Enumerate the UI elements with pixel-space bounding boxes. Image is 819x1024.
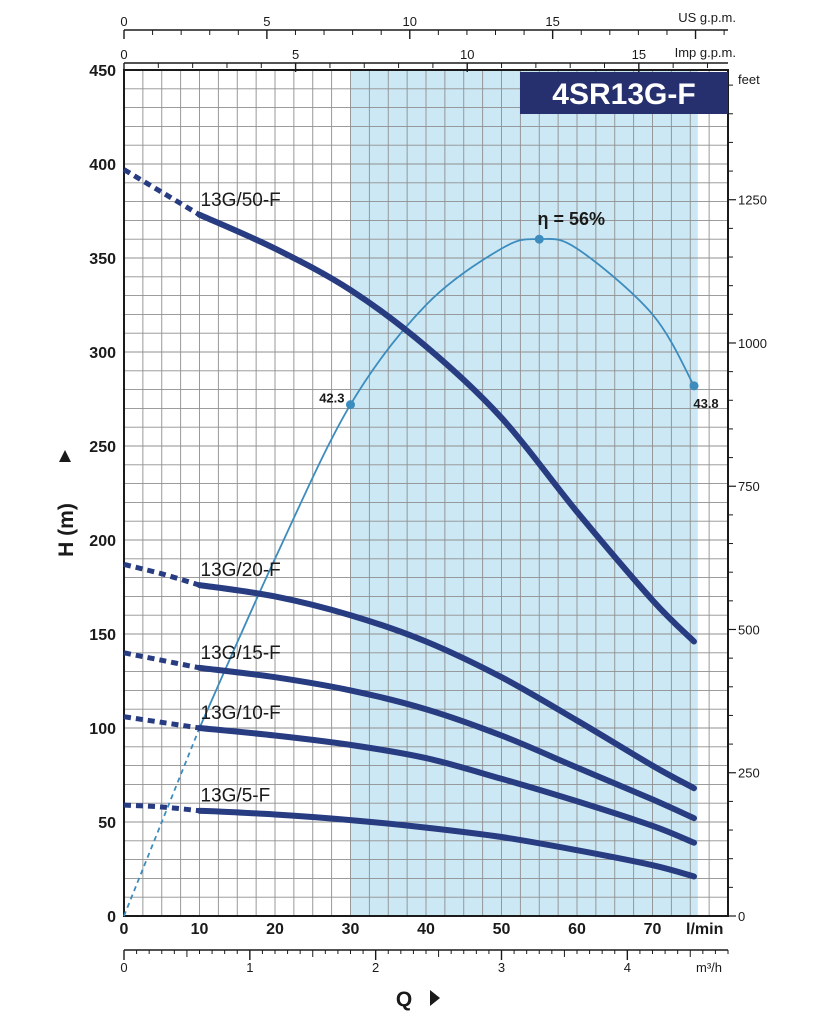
x-axis-title: Q [396, 988, 412, 1011]
imp-gpm-tick-label: 15 [632, 47, 646, 62]
efficiency-point [689, 381, 699, 391]
range-fill [350, 70, 698, 916]
y-tick-label: 50 [98, 815, 116, 832]
feet-tick-label: 1000 [738, 336, 767, 351]
series-dashed-line [123, 802, 200, 814]
series-label: 13G/20-F [201, 560, 281, 581]
y-tick-label: 300 [89, 345, 116, 362]
series-line [196, 211, 697, 645]
us-gpm-tick-label: 15 [545, 14, 559, 29]
y-tick-label: 250 [89, 439, 116, 456]
series-line [196, 582, 697, 792]
series-dashed-line [123, 561, 201, 588]
x-tick-label: 40 [417, 921, 435, 938]
imp-gpm-tick-label: 0 [120, 47, 127, 62]
series-13g-5-f: 13G/5-F [123, 786, 697, 880]
efficiency-dashed [123, 727, 201, 917]
series-13g-10-f: 13G/10-F [123, 703, 697, 846]
series-label: 13G/10-F [201, 703, 281, 724]
y-tick-label: 350 [89, 251, 116, 268]
series-line [196, 664, 697, 822]
y-tick-label: 450 [89, 63, 116, 80]
y-tick-label: 400 [89, 157, 116, 174]
series-dashed-line [123, 650, 200, 671]
feet-tick-label: 500 [738, 622, 760, 637]
y-tick-label: 150 [89, 627, 116, 644]
x-tick-label: 20 [266, 921, 284, 938]
y-axis-arrow-icon [59, 450, 71, 462]
feet-axis-label: feet [738, 72, 760, 87]
feet-axis: feet 0 250 500 750 1000 1250 [728, 72, 767, 924]
series-dashed-line [123, 714, 200, 731]
y-tick-label: 0 [107, 909, 116, 926]
x-axis-unit: l/min [686, 921, 723, 938]
svg-text:4SR13G-F: 4SR13G-F [552, 78, 695, 111]
us-gpm-axis-label: US g.p.m. [678, 10, 736, 25]
m3h-tick-label: 3 [498, 960, 505, 975]
chart-title-box: 4SR13G-F [520, 72, 728, 114]
operating-range-band [350, 70, 698, 916]
x-axis: l/min 0 10 20 30 40 50 60 70 [120, 921, 724, 938]
m3h-tick-label: 0 [120, 960, 127, 975]
x-tick-label: 30 [342, 921, 360, 938]
series-dashed-line [122, 167, 201, 217]
series-13g-15-f: 13G/15-F [123, 643, 697, 822]
efficiency-line [198, 237, 695, 729]
m3h-tick-label: 4 [624, 960, 631, 975]
m3h-axis: m³/h 0 1 2 3 4 [120, 949, 729, 975]
x-tick-label: 10 [191, 921, 209, 938]
efficiency-curve: 42.3 43.8 η = 56% [123, 209, 719, 917]
m3h-axis-label: m³/h [696, 960, 722, 975]
x-tick-label: 70 [644, 921, 662, 938]
feet-tick-label: 0 [738, 909, 745, 924]
imp-gpm-tick-label: 10 [460, 47, 474, 62]
top-flow-axes: US g.p.m. Imp g.p.m. 0 5 10 15 0 5 10 15 [120, 10, 736, 72]
efficiency-point-label: 43.8 [693, 396, 718, 411]
efficiency-point-label: 42.3 [319, 391, 344, 406]
feet-tick-label: 750 [738, 479, 760, 494]
us-gpm-tick-label: 5 [263, 14, 270, 29]
series-label: 13G/5-F [201, 786, 271, 807]
m3h-tick-label: 1 [246, 960, 253, 975]
pump-curves: 13G/50-F 13G/20-F 13G/15-F 13G/10-F 13G/5-F [122, 167, 697, 880]
us-gpm-tick-label: 0 [120, 14, 127, 29]
us-gpm-tick-label: 10 [403, 14, 417, 29]
y-axis-title: H (m) [55, 450, 78, 557]
m3h-tick-label: 2 [372, 960, 379, 975]
series-label: 13G/50-F [201, 190, 281, 211]
y-axis: 0 50 100 150 200 250 300 350 400 450 [89, 63, 116, 926]
efficiency-point [534, 234, 544, 244]
x-tick-label: 0 [120, 921, 129, 938]
x-axis-arrow-icon [430, 990, 440, 1006]
imp-gpm-axis-label: Imp g.p.m. [675, 45, 736, 60]
series-label: 13G/15-F [201, 643, 281, 664]
efficiency-point [346, 400, 355, 410]
grid [124, 70, 728, 916]
plot-frame [123, 69, 729, 917]
x-tick-label: 60 [568, 921, 586, 938]
series-line [196, 725, 697, 846]
y-tick-label: 100 [89, 721, 116, 738]
y-tick-label: 200 [89, 533, 116, 550]
series-13g-20-f: 13G/20-F [123, 560, 697, 792]
svg-text:H (m): H (m) [55, 503, 78, 557]
imp-gpm-tick-label: 5 [292, 47, 299, 62]
feet-tick-label: 1250 [738, 193, 767, 208]
series-13g-50-f: 13G/50-F [122, 167, 697, 645]
efficiency-max-label: η = 56% [537, 209, 605, 229]
feet-tick-label: 250 [738, 766, 760, 781]
x-tick-label: 50 [493, 921, 511, 938]
series-line [196, 807, 697, 880]
